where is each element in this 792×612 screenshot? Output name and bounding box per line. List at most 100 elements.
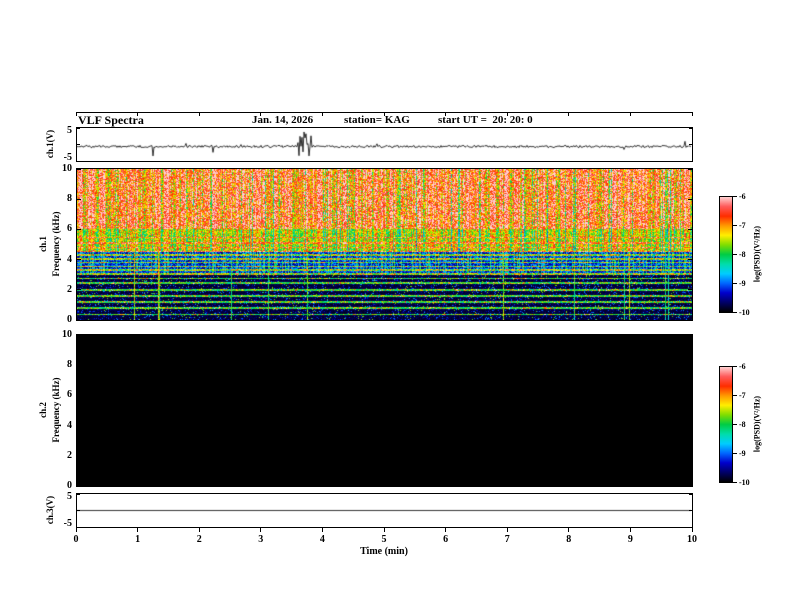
tick-mark	[198, 528, 200, 532]
ch3-waveform-canvas	[77, 494, 692, 527]
tick-mark	[75, 528, 77, 532]
tick-mark	[77, 198, 81, 200]
tick-mark	[689, 493, 692, 495]
tick-mark	[688, 319, 692, 321]
tick-label: -9	[739, 279, 746, 288]
ch3-waveform-panel	[76, 493, 693, 528]
tick-mark	[77, 485, 81, 487]
tick-mark	[733, 423, 737, 425]
tick-mark	[260, 528, 262, 532]
tick-mark	[77, 160, 80, 162]
tick-mark	[689, 127, 692, 129]
tick-mark	[688, 394, 692, 396]
tick-mark	[568, 528, 570, 532]
tick-label: -6	[739, 362, 746, 371]
tick-label: 0	[67, 314, 72, 325]
tick-mark	[689, 526, 692, 528]
tick-mark	[77, 259, 81, 261]
tick-label: 2	[196, 534, 202, 545]
tick-mark	[688, 455, 692, 457]
tick-mark	[383, 528, 385, 532]
tick-mark	[689, 510, 692, 511]
tick-label: 2	[67, 449, 72, 461]
tick-mark	[688, 168, 692, 170]
tick-label: 1	[135, 534, 141, 545]
tick-mark	[691, 528, 693, 532]
ch1-frequency-axis-label: Frequency (kHz)	[51, 211, 61, 277]
tick-mark	[733, 282, 737, 284]
tick-mark	[260, 112, 262, 116]
header-date: Jan. 14, 2026	[252, 114, 314, 126]
tick-mark	[321, 528, 323, 532]
ch1-waveform-panel	[76, 127, 693, 162]
top-time-axis-rule	[76, 112, 693, 113]
tick-mark	[506, 528, 508, 532]
tick-label: 6	[67, 389, 72, 401]
tick-label: -7	[739, 221, 746, 230]
tick-label: 9	[627, 534, 633, 545]
tick-label: -5	[63, 152, 72, 163]
figure-title: VLF Spectra	[78, 113, 144, 127]
tick-mark	[689, 144, 692, 145]
tick-mark	[688, 198, 692, 200]
tick-mark	[688, 259, 692, 261]
ch1-channel-label: ch.1	[38, 236, 48, 252]
tick-mark	[77, 510, 80, 511]
header-start-ut: start UT = 20: 20: 0	[438, 114, 533, 126]
tick-mark	[733, 253, 737, 255]
tick-mark	[629, 112, 631, 116]
tick-mark	[688, 334, 692, 336]
tick-mark	[77, 228, 81, 230]
tick-mark	[77, 334, 81, 336]
tick-label: 8	[67, 193, 72, 205]
tick-mark	[733, 224, 737, 226]
tick-mark	[688, 425, 692, 427]
tick-mark	[733, 481, 737, 483]
tick-label: 3	[258, 534, 264, 545]
tick-label: -9	[739, 449, 746, 458]
tick-label: -10	[739, 308, 750, 317]
tick-mark	[629, 528, 631, 532]
tick-label: 5	[67, 491, 72, 502]
tick-mark	[688, 364, 692, 366]
tick-mark	[733, 394, 737, 396]
tick-mark	[383, 112, 385, 116]
tick-mark	[445, 112, 447, 116]
tick-label: -8	[739, 420, 746, 429]
tick-label: 7	[504, 534, 510, 545]
tick-mark	[733, 365, 737, 367]
time-axis-label: Time (min)	[360, 546, 408, 557]
tick-mark	[77, 144, 80, 145]
tick-mark	[691, 112, 693, 116]
ch2-spectrogram-panel	[76, 334, 693, 487]
tick-mark	[75, 112, 77, 116]
tick-label: -7	[739, 391, 746, 400]
ch1-waveform-canvas	[77, 128, 692, 161]
tick-mark	[77, 127, 80, 129]
tick-mark	[77, 289, 81, 291]
tick-label: 6	[443, 534, 449, 545]
tick-mark	[77, 493, 80, 495]
colorbar-ch1	[719, 196, 733, 313]
tick-mark	[688, 289, 692, 291]
tick-mark	[77, 526, 80, 528]
tick-mark	[137, 112, 139, 116]
tick-mark	[733, 452, 737, 454]
tick-label: 0	[67, 480, 72, 491]
tick-mark	[77, 319, 81, 321]
tick-label: 0	[73, 534, 79, 545]
tick-mark	[688, 485, 692, 487]
tick-label: -10	[739, 478, 750, 487]
tick-label: 2	[67, 283, 72, 295]
tick-label: 10	[687, 534, 697, 545]
tick-mark	[77, 455, 81, 457]
ch2-spectrogram-canvas	[77, 335, 692, 486]
ch2-frequency-axis-label: Frequency (kHz)	[51, 377, 61, 443]
tick-mark	[568, 112, 570, 116]
tick-label: 10	[62, 329, 72, 340]
tick-mark	[137, 528, 139, 532]
tick-mark	[445, 528, 447, 532]
tick-label: 8	[67, 359, 72, 371]
ch1-spectrogram-panel	[76, 168, 693, 321]
